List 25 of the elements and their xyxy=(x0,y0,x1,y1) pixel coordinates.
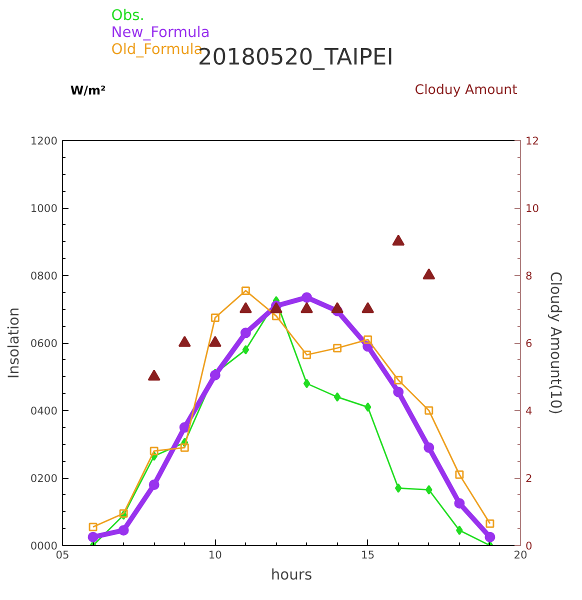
text: New_Formula xyxy=(111,24,210,41)
x-tick-label: 10 xyxy=(208,548,222,562)
y2-tick-label: 12 xyxy=(526,134,540,148)
y2-tick-label: 8 xyxy=(526,270,532,282)
y-tick-label: 0000 xyxy=(30,540,58,552)
y-tick-label: 0400 xyxy=(30,404,58,418)
y-tick-label: 1000 xyxy=(30,202,58,215)
y2-tick-label: 6 xyxy=(526,337,532,350)
x-axis-title: hours xyxy=(270,566,312,584)
y-tick-label: 0800 xyxy=(30,270,58,282)
y2-tick-label: 2 xyxy=(526,472,532,485)
y-tick-label: 0600 xyxy=(30,337,58,350)
text: Obs. xyxy=(111,7,144,24)
text: Cloduy Amount xyxy=(414,83,518,98)
text: W/m² xyxy=(70,84,106,98)
x-tick-label: 20 xyxy=(514,548,528,562)
y-tick-label: 1200 xyxy=(30,134,58,148)
y-axis-title: Insolation xyxy=(5,307,22,379)
y2-tick-label: 4 xyxy=(526,404,532,418)
y2-tick-label: 0 xyxy=(526,540,532,552)
y-tick-label: 0200 xyxy=(30,472,58,485)
y2-axis-title: Cloudy Amount(10) xyxy=(547,272,564,414)
x-tick-label: 05 xyxy=(56,548,70,562)
y2-tick-label: 10 xyxy=(526,202,540,215)
x-tick-label: 15 xyxy=(361,548,375,562)
